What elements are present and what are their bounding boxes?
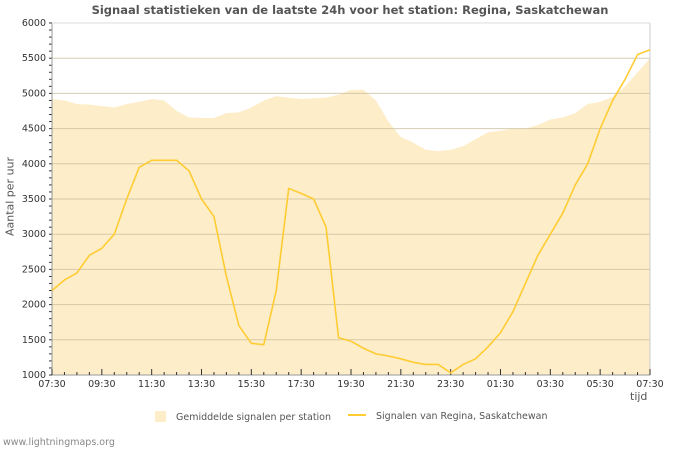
x-tick-label: 05:30 bbox=[586, 379, 613, 390]
x-tick-label: 03:30 bbox=[537, 379, 564, 390]
x-tick-label: 01:30 bbox=[487, 379, 514, 390]
y-tick-label: 1500 bbox=[22, 335, 46, 346]
x-tick-label: 07:30 bbox=[38, 379, 65, 390]
legend-label: Signalen van Regina, Saskatchewan bbox=[376, 411, 548, 422]
y-tick-label: 3000 bbox=[22, 229, 46, 240]
legend-swatch-area bbox=[155, 411, 166, 422]
legend-item-station: Signalen van Regina, Saskatchewan bbox=[348, 411, 548, 422]
x-tick-label: 23:30 bbox=[437, 379, 464, 390]
legend-swatch-line bbox=[348, 414, 366, 416]
y-tick-label: 3500 bbox=[22, 194, 46, 205]
x-tick-label: 17:30 bbox=[287, 379, 314, 390]
y-tick-label: 4500 bbox=[22, 124, 46, 135]
y-tick-label: 4000 bbox=[22, 159, 46, 170]
x-tick-label: 19:30 bbox=[337, 379, 364, 390]
y-tick-label: 6000 bbox=[22, 18, 46, 29]
y-tick-label: 1000 bbox=[22, 370, 46, 381]
x-tick-label: 11:30 bbox=[138, 379, 165, 390]
x-tick-label: 15:30 bbox=[238, 379, 265, 390]
y-tick-label: 2500 bbox=[22, 264, 46, 275]
y-tick-label: 2000 bbox=[22, 300, 46, 311]
legend-item-average: Gemiddelde signalen per station bbox=[155, 411, 331, 423]
x-tick-label: 07:30 bbox=[636, 379, 663, 390]
y-tick-label: 5500 bbox=[22, 53, 46, 64]
average-signals-area bbox=[52, 58, 650, 375]
x-tick-label: 13:30 bbox=[188, 379, 215, 390]
x-tick-label: 21:30 bbox=[387, 379, 414, 390]
legend-label: Gemiddelde signalen per station bbox=[176, 412, 332, 423]
x-tick-label: 09:30 bbox=[88, 379, 115, 390]
footer-credit: www.lightningmaps.org bbox=[3, 437, 115, 448]
y-tick-label: 5000 bbox=[22, 88, 46, 99]
x-axis-label: tijd bbox=[630, 390, 648, 403]
chart-title: Signaal statistieken van de laatste 24h … bbox=[91, 3, 609, 17]
